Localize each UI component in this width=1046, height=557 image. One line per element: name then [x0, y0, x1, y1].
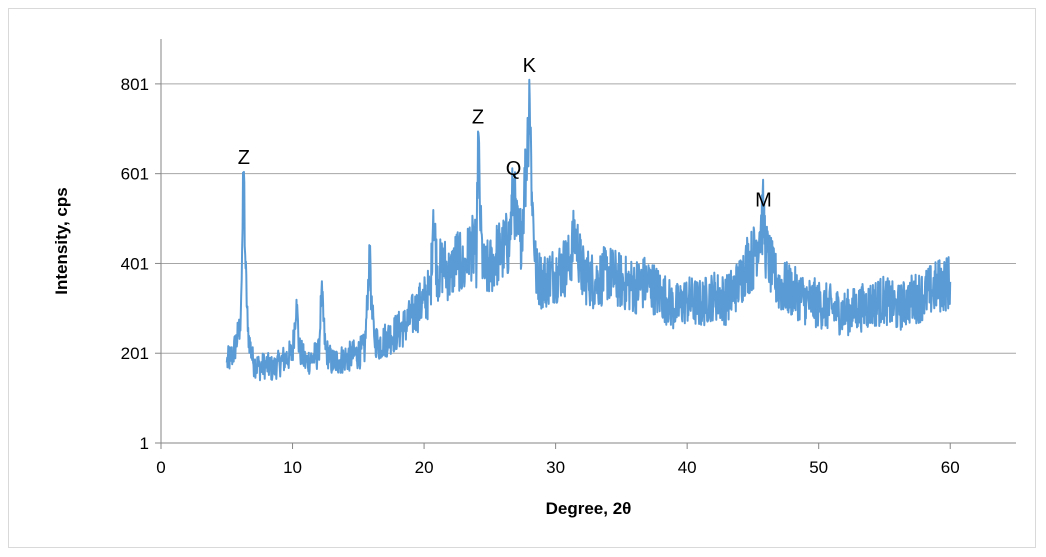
x-tick-label: 20 [415, 458, 434, 477]
peak-label: Q [506, 158, 522, 180]
x-tick-label: 60 [941, 458, 960, 477]
peak-label: Z [238, 147, 250, 169]
y-axis-title: Intensity, cps [52, 187, 71, 294]
tick-labels: 1 201 401 601 801 0 10 20 30 40 50 60 [121, 75, 960, 477]
x-axis-title: Degree, 2θ [546, 499, 632, 518]
peak-label: Z [472, 106, 484, 128]
xrd-chart: 1 201 401 601 801 0 10 20 30 40 50 60 Z Z Q K M Degree,… [52, 39, 1016, 518]
chart-frame: 1 201 401 601 801 0 10 20 30 40 50 60 Z Z Q K M Degree,… [8, 8, 1036, 548]
gridlines [161, 83, 1016, 354]
x-tick-label: 50 [809, 458, 828, 477]
y-tick-label: 401 [121, 254, 149, 273]
x-tick-label: 40 [678, 458, 697, 477]
y-tick-label: 1 [140, 434, 149, 453]
axes [155, 39, 1016, 449]
peak-annotations: Z Z Q K M [238, 55, 772, 212]
x-tick-label: 0 [156, 458, 165, 477]
peak-label: M [755, 190, 772, 212]
series-layer [225, 78, 952, 382]
x-tick-label: 10 [283, 458, 302, 477]
x-tick-label: 30 [546, 458, 565, 477]
y-tick-label: 801 [121, 75, 149, 94]
y-tick-label: 601 [121, 165, 149, 184]
y-tick-label: 201 [121, 344, 149, 363]
series-line [225, 78, 952, 382]
peak-label: K [523, 55, 537, 77]
